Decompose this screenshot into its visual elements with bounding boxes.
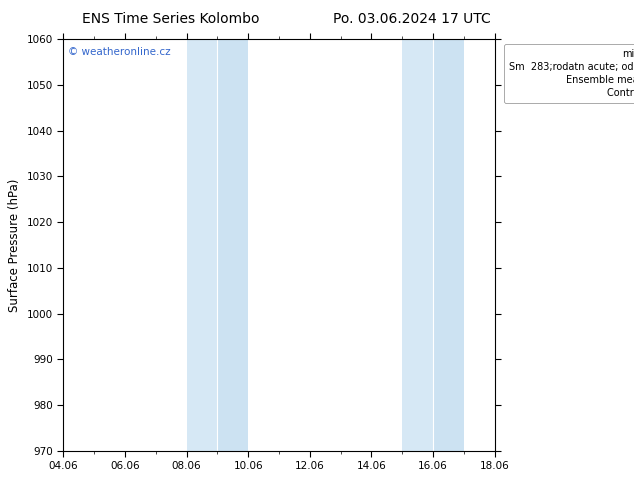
Legend: min/max, Sm  283;rodatn acute; odchylka, Ensemble mean run, Controll run: min/max, Sm 283;rodatn acute; odchylka, … [503,44,634,102]
Text: Po. 03.06.2024 17 UTC: Po. 03.06.2024 17 UTC [333,12,491,26]
Bar [217,39,248,451]
Text: © weatheronline.cz: © weatheronline.cz [68,48,171,57]
Y-axis label: Surface Pressure (hPa): Surface Pressure (hPa) [8,178,21,312]
Text: ENS Time Series Kolombo: ENS Time Series Kolombo [82,12,260,26]
Bar [433,39,463,451]
Bar [186,39,217,451]
Bar [402,39,433,451]
